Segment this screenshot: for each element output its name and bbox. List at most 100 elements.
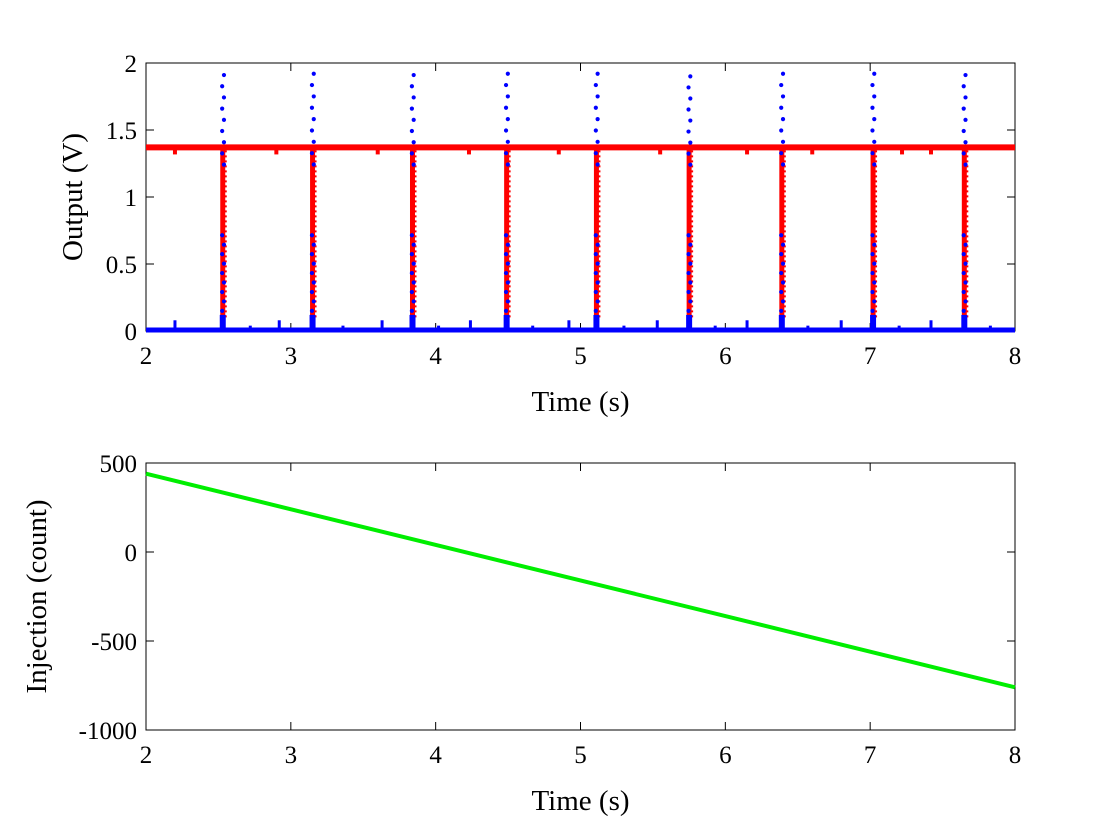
blue-series-point	[311, 117, 316, 122]
x-tick-label: 8	[1009, 742, 1022, 769]
x-tick-label: 2	[140, 742, 153, 769]
blue-series-point	[411, 242, 416, 247]
y-tick-label: 1.5	[106, 118, 137, 145]
blue-series-point	[872, 94, 877, 99]
blue-series-point	[309, 252, 315, 257]
blue-series-point	[780, 261, 786, 266]
x-tick-label: 5	[574, 742, 587, 769]
blue-series-point	[505, 261, 510, 266]
blue-series-point	[505, 242, 510, 247]
blue-series-point	[963, 280, 968, 285]
blue-series-point	[221, 72, 227, 78]
blue-series-point	[409, 84, 414, 89]
blue-series-point	[688, 242, 693, 247]
blue-series-point	[309, 128, 315, 133]
blue-series-point	[221, 299, 227, 304]
blue-series-point	[686, 129, 691, 134]
blue-series-point	[686, 151, 691, 156]
x-tick-label: 7	[864, 742, 877, 769]
blue-series-point	[961, 233, 966, 238]
blue-series-point	[779, 82, 784, 88]
blue-series-point	[780, 139, 786, 144]
blue-series-point	[595, 162, 600, 167]
blue-series-point	[505, 280, 510, 285]
blue-series-point	[872, 117, 877, 122]
blue-series-point	[780, 299, 786, 304]
x-tick-label: 7	[864, 343, 877, 370]
plot-area-frame	[145, 462, 1016, 731]
blue-series-point	[220, 270, 225, 276]
blue-series-point	[503, 289, 509, 295]
blue-series-point	[780, 242, 786, 247]
blue-series-point	[409, 289, 414, 295]
blue-series-point	[311, 94, 316, 99]
blue-series-point	[505, 71, 510, 76]
blue-series-point	[220, 252, 225, 257]
blue-series-point	[688, 74, 693, 79]
blue-series-point	[505, 94, 510, 99]
blue-series-point	[779, 270, 784, 276]
y-tick-label: 0	[125, 319, 138, 346]
blue-series-point	[595, 280, 600, 285]
blue-series-point	[409, 233, 414, 238]
blue-series-point	[309, 105, 315, 110]
x-axis-label: Time (s)	[531, 785, 629, 817]
blue-series-point	[688, 299, 693, 304]
blue-series-point	[961, 84, 966, 89]
blue-series-point	[780, 71, 786, 76]
x-tick-label: 2	[140, 343, 153, 370]
blue-series-point	[961, 128, 966, 134]
output-voltage-chart: 2 3 4 5 6 7 8 0 0.5 1 1.5 2 Time (s) Output (V)	[57, 51, 1021, 418]
blue-series-point	[688, 118, 693, 123]
blue-series-point	[595, 261, 600, 266]
injection-count-chart: 2 3 4 5 6 7 8 -1000 -500 0 500 Time (s) Injection (c…	[21, 451, 1021, 817]
blue-series-point	[409, 128, 414, 134]
x-tick-label: 3	[285, 343, 298, 370]
blue-series-point	[220, 308, 225, 313]
blue-series-point	[503, 308, 509, 313]
blue-series-point	[505, 299, 510, 304]
x-tick-label: 6	[719, 343, 732, 370]
blue-series-point	[780, 280, 786, 285]
x-tick-label: 4	[429, 343, 442, 370]
blue-series-point	[221, 140, 227, 145]
x-tick-label: 6	[719, 742, 732, 769]
blue-series-point	[963, 261, 968, 266]
blue-series-point	[688, 140, 693, 145]
blue-series-point	[963, 117, 968, 122]
blue-series-point	[593, 82, 598, 88]
blue-series-point	[309, 151, 315, 156]
blue-series-point	[779, 252, 784, 257]
blue-series-point	[686, 289, 691, 295]
blue-series-point	[780, 94, 786, 99]
blue-series-point	[311, 299, 316, 304]
blue-series-point	[961, 308, 966, 313]
blue-series-point	[309, 308, 315, 313]
blue-series-point	[503, 105, 509, 110]
plot-area-frame	[145, 62, 1016, 332]
blue-series-point	[593, 233, 598, 238]
blue-series-point	[593, 289, 598, 295]
x-axis-label: Time (s)	[531, 386, 629, 418]
blue-series-point	[963, 72, 968, 78]
blue-series-point	[593, 308, 598, 313]
blue-series-point	[961, 289, 966, 295]
blue-series-point	[411, 162, 416, 167]
blue-series-point	[872, 139, 877, 144]
blue-series-point	[409, 270, 414, 276]
blue-series-point	[503, 82, 509, 88]
blue-series-point	[870, 151, 875, 156]
blue-series-point	[780, 162, 786, 167]
blue-series-point	[872, 242, 877, 247]
blue-series-point	[505, 139, 510, 144]
blue-series-point	[411, 72, 416, 78]
blue-series-point	[411, 261, 416, 266]
blue-series-point	[963, 299, 968, 304]
blue-series-point	[870, 308, 875, 313]
blue-series-point	[311, 71, 316, 76]
blue-series-point	[311, 162, 316, 167]
y-tick-label: 1	[125, 185, 138, 212]
blue-series-point	[870, 252, 875, 257]
injection-series-line	[145, 471, 1016, 690]
x-tick-label: 8	[1009, 343, 1022, 370]
